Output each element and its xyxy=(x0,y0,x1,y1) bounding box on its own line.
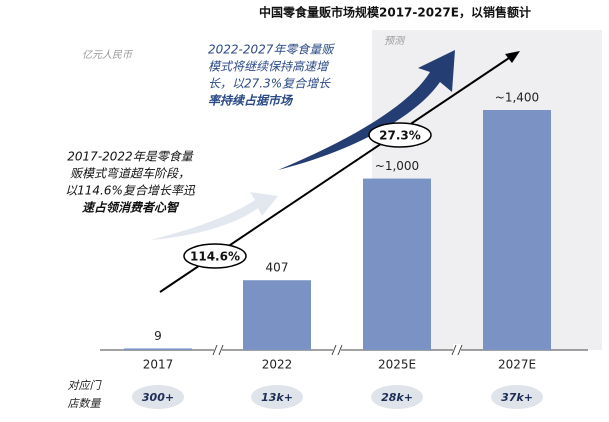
store-count-title: 对应门 xyxy=(68,379,103,392)
store-count: 37k+ xyxy=(501,391,533,404)
trend-arrowhead xyxy=(505,51,520,63)
bar xyxy=(243,280,311,350)
dark-arrow xyxy=(278,50,455,170)
x-tick-label: 2022 xyxy=(262,358,293,372)
bar xyxy=(483,110,551,350)
axis-break-gap xyxy=(453,344,461,356)
growth-badge xyxy=(368,122,432,148)
value-label: ~1,400 xyxy=(495,91,539,105)
annotation-line: 长，以27.3%复合增长 xyxy=(208,77,331,91)
store-count: 300+ xyxy=(142,391,174,404)
growth-badge xyxy=(183,243,247,269)
axis-break xyxy=(212,344,218,356)
annotation-line: 模式将继续保持高速增 xyxy=(208,60,329,74)
annotation-line: 贩模式弯道超车阶段， xyxy=(70,167,190,181)
axis-break xyxy=(337,344,343,356)
axis-break xyxy=(451,344,457,356)
axis-break-gap xyxy=(214,344,222,356)
bar xyxy=(124,348,192,350)
store-count-title: 店数量 xyxy=(68,397,102,410)
store-badge xyxy=(251,385,303,409)
forecast-label: 预测 xyxy=(384,35,406,47)
x-tick-label: 2017 xyxy=(143,358,174,372)
value-label: ~1,000 xyxy=(375,159,419,173)
x-tick-label: 2027E xyxy=(498,358,536,372)
store-badge xyxy=(491,385,543,409)
store-badge xyxy=(371,385,423,409)
annotation-line: 率持续占据市场 xyxy=(208,94,294,108)
value-label: 9 xyxy=(154,329,162,343)
annotation-line: 2022-2027年零食量贩 xyxy=(208,43,335,57)
chart-title: 中国零食量贩市场规模2017-2027E，以销售额计 xyxy=(259,5,531,20)
axis-break xyxy=(457,344,463,356)
store-count: 13k+ xyxy=(261,391,293,404)
axis-break-gap xyxy=(333,344,341,356)
growth-label: 27.3% xyxy=(379,129,421,143)
axis-break xyxy=(331,344,337,356)
growth-label: 114.6% xyxy=(190,250,240,264)
bar xyxy=(363,178,431,350)
x-tick-label: 2025E xyxy=(378,358,416,372)
annotation-line: 速占领消费者心智 xyxy=(82,201,180,215)
annotation-line: 以114.6%复合增长率迅 xyxy=(65,184,196,198)
store-badge xyxy=(132,385,184,409)
value-label: 407 xyxy=(266,261,289,275)
store-count: 28k+ xyxy=(381,391,413,404)
axis-break xyxy=(218,344,224,356)
unit-label: 亿元人民币 xyxy=(82,49,134,61)
annotations: 2022-2027年零食量贩模式将继续保持高速增长，以27.3%复合增长率持续占… xyxy=(65,43,335,215)
light-arrow xyxy=(150,192,278,240)
annotation-line: 2017-2022年是零食量 xyxy=(67,150,193,164)
